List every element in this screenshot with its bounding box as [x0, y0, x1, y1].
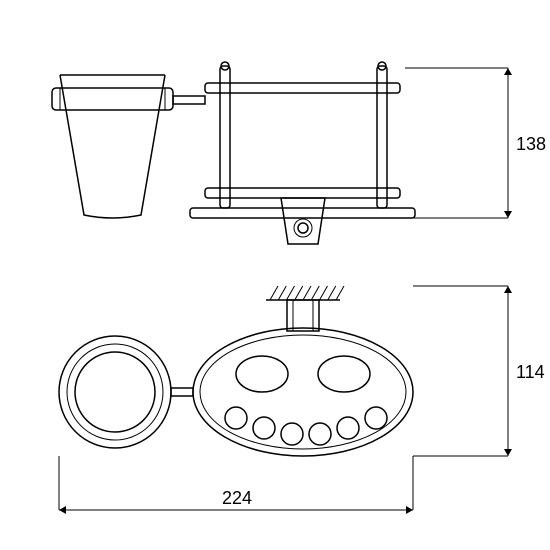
svg-text:224: 224	[222, 488, 252, 508]
svg-text:114: 114	[516, 362, 545, 382]
svg-text:138: 138	[516, 134, 546, 154]
